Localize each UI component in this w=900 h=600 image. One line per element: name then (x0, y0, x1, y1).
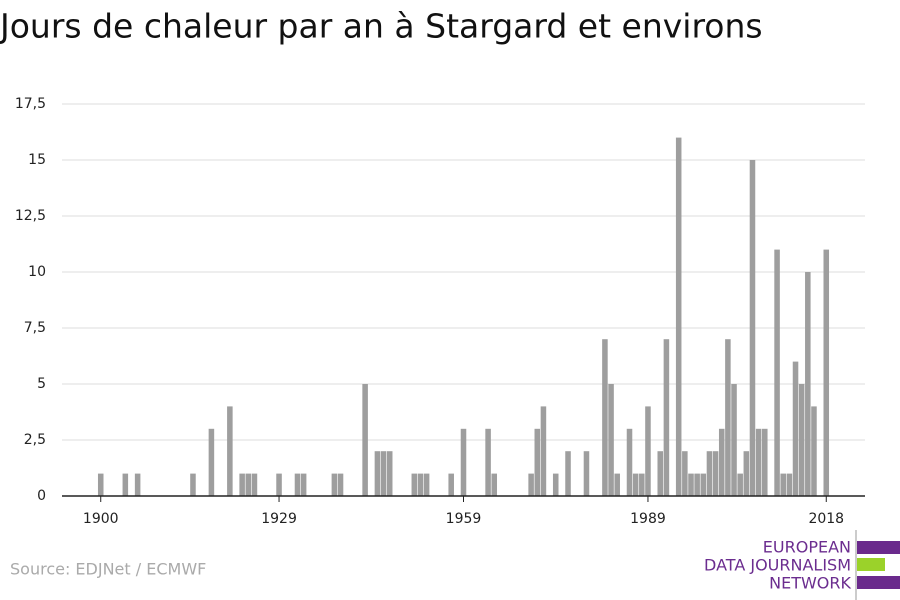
bar (540, 406, 547, 496)
bar (780, 473, 786, 496)
bar (675, 137, 682, 496)
bar (208, 428, 215, 496)
bar (762, 428, 768, 496)
logo-text: DATA JOURNALISM (704, 556, 851, 575)
x-tick-label: 1900 (83, 511, 119, 527)
bar (682, 451, 688, 496)
bar (737, 473, 743, 496)
bar (712, 451, 719, 496)
bar (448, 473, 454, 496)
x-tick-label: 1989 (630, 511, 666, 527)
bar (663, 339, 670, 496)
logo-text: NETWORK (769, 574, 851, 593)
y-tick-label: 2,5 (24, 432, 46, 448)
bar (774, 249, 780, 496)
bar (731, 384, 737, 496)
bar (614, 473, 620, 496)
y-tick-label: 7,5 (24, 320, 46, 336)
x-tick-label: 1959 (446, 511, 482, 527)
chart-title: Jours de chaleur par an à Stargard et en… (0, 7, 763, 46)
bar (657, 451, 664, 496)
bar (97, 473, 104, 496)
bar (688, 473, 694, 496)
bar (626, 428, 633, 496)
bar (718, 428, 725, 496)
logo-bar (857, 541, 900, 554)
y-tick-label: 12,5 (15, 208, 46, 224)
bar (639, 473, 645, 496)
y-tick-label: 0 (37, 488, 46, 504)
bar (792, 361, 799, 496)
logo-bar (857, 576, 900, 589)
bar (552, 473, 559, 496)
bar (485, 428, 491, 496)
bar (245, 473, 252, 496)
bar (823, 249, 830, 496)
x-tick-label: 2018 (808, 511, 844, 527)
y-tick-label: 15 (28, 152, 46, 168)
bar (411, 473, 418, 496)
y-tick-label: 10 (28, 264, 46, 280)
bar (694, 473, 700, 496)
bar (417, 473, 424, 496)
bar (380, 451, 387, 496)
bar (190, 473, 196, 496)
bar (645, 406, 651, 496)
bar (700, 473, 707, 496)
bar (337, 473, 344, 496)
bar (491, 473, 498, 496)
bar (423, 473, 430, 496)
bar (460, 428, 467, 496)
bar (528, 473, 534, 496)
bar (811, 406, 817, 496)
bar (300, 473, 307, 496)
y-tick-label: 5 (37, 376, 46, 392)
bar (749, 160, 756, 496)
bar (276, 473, 282, 496)
bar (386, 451, 393, 496)
bar (725, 339, 731, 496)
bar (602, 339, 608, 496)
bar (805, 272, 811, 496)
bar (632, 473, 639, 496)
bar (227, 406, 233, 496)
x-tick-label: 1929 (261, 511, 297, 527)
bar (374, 451, 381, 496)
bar (534, 428, 541, 496)
bar (755, 428, 762, 496)
bar (122, 473, 129, 496)
bar (565, 451, 571, 496)
y-tick-label: 17,5 (15, 96, 46, 112)
logo-text: EUROPEAN (763, 538, 851, 557)
bar (134, 473, 141, 496)
source: Source: EDJNet / ECMWF (10, 560, 206, 579)
logo-bar (857, 558, 885, 571)
bar (294, 473, 301, 496)
bar (706, 451, 713, 496)
bar (362, 384, 368, 496)
bar (798, 384, 805, 496)
bar (743, 451, 750, 496)
bar (608, 384, 614, 496)
bar (331, 473, 338, 496)
bar (239, 473, 245, 496)
bar (786, 473, 793, 496)
bar (583, 451, 590, 496)
bar (251, 473, 258, 496)
